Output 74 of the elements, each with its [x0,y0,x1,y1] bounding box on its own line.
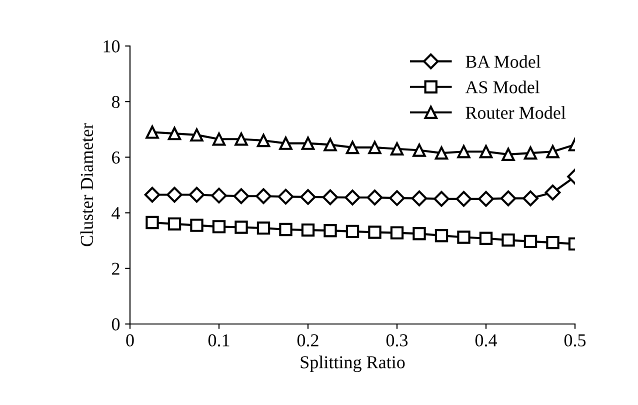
point [301,223,315,237]
point [234,132,248,146]
point [502,233,515,247]
point [278,188,294,205]
point [502,148,515,162]
point [478,190,494,207]
point [412,144,426,157]
point [390,142,404,156]
legend-label: BA Model [466,55,541,68]
legend-label: AS Model [465,80,540,94]
point [457,145,470,158]
point [434,228,448,242]
point [190,218,204,232]
point [212,132,226,146]
point [324,224,337,238]
point [368,226,382,239]
point [390,226,404,240]
y-axis-title: Cluster Diameter [80,123,93,246]
point [500,190,516,206]
y-tick-label: 6 [112,152,120,164]
point [344,190,360,206]
legend-label: Router Model [466,106,566,119]
point [524,234,538,248]
point [256,134,270,148]
point [256,188,272,204]
point [434,190,450,207]
point [279,136,292,150]
point [411,190,428,206]
point [412,227,426,240]
point [211,188,227,204]
point [346,140,360,154]
y-tick-label: 2 [112,262,120,275]
point [546,145,560,158]
point [233,188,250,204]
point [188,186,205,203]
point [546,236,560,250]
point [524,146,538,160]
point [300,189,316,205]
y-tick-label: 0 [112,318,120,330]
point [456,190,472,207]
point [168,217,182,231]
y-tick-label: 8 [112,96,120,108]
point [322,189,338,206]
point [212,220,226,234]
point [544,184,561,200]
point [434,146,448,160]
point [256,221,270,235]
x-axis-title: Splitting Ratio [300,356,405,372]
point [479,232,493,245]
point [324,138,337,152]
x-tick-label: 0.3 [386,334,408,347]
y-tick-label: 10 [104,40,120,52]
point [389,190,405,206]
y-tick-label: 4 [112,207,120,220]
x-tick-label: 0.2 [297,334,318,347]
point [366,190,383,206]
point [234,220,248,234]
point [346,224,360,238]
point [146,216,159,230]
point [522,190,538,206]
x-tick-label: 0.1 [208,334,230,347]
point [144,186,160,203]
point [146,126,159,139]
point [479,145,493,158]
x-tick-label: 0.4 [475,334,498,347]
x-tick-label: 0 [126,334,134,346]
point [301,136,315,150]
point [279,222,292,236]
point [166,186,182,203]
point [190,128,204,142]
point [168,126,182,140]
point [368,140,382,154]
x-tick-label: 0.5 [564,334,586,347]
point [457,230,470,244]
